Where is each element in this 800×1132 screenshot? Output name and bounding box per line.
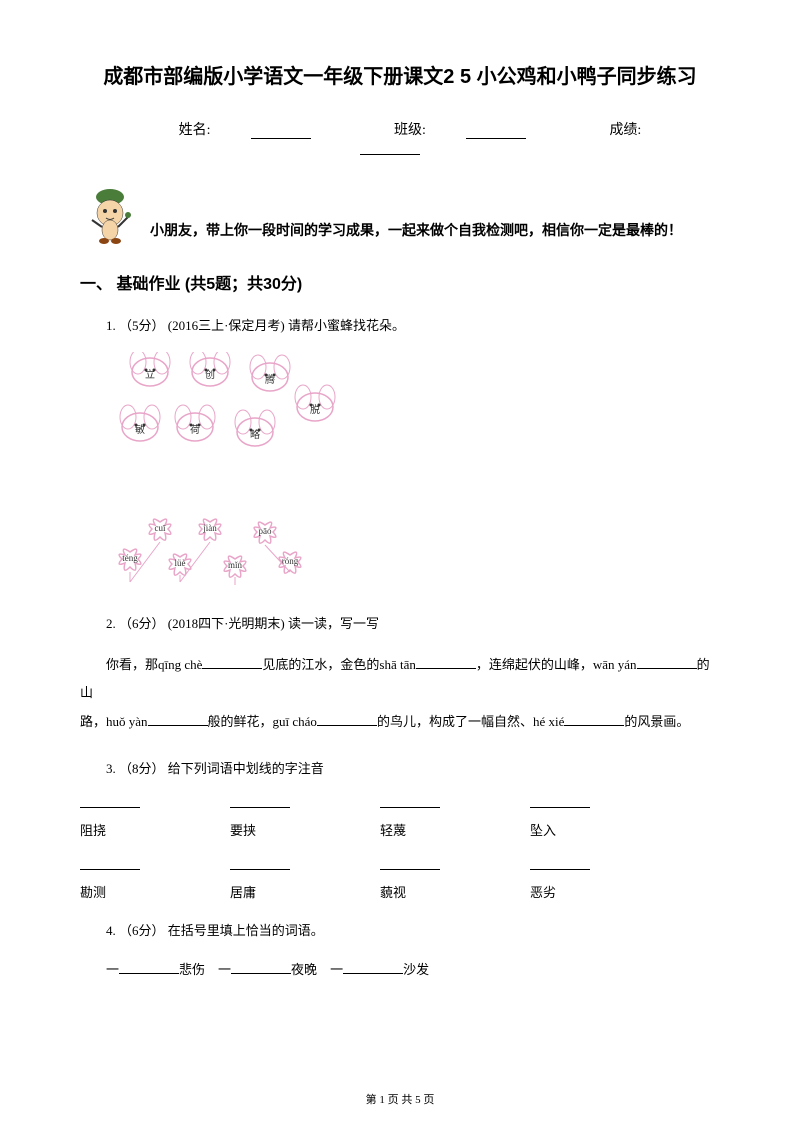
q3-blank-7[interactable]: [380, 857, 440, 870]
q3-word-7: 藐视: [380, 882, 530, 901]
q2-blank-6[interactable]: [564, 713, 624, 726]
q3-blank-6[interactable]: [230, 857, 290, 870]
q4-blank-1[interactable]: [119, 961, 179, 974]
section-1-title: 一、 基础作业 (共5题；共30分): [80, 270, 720, 294]
pinyin-table: 阻挠 要挟 轻蔑 坠入 勘测 居庸 藐视 恶劣: [80, 795, 720, 901]
encouragement-text: 小朋友，带上你一段时间的学习成果，一起来做个自我检测吧，相信你一定是最棒的！: [150, 220, 682, 245]
svg-text:脱: 脱: [310, 403, 320, 416]
q3-blank-8[interactable]: [530, 857, 590, 870]
svg-text:jiàn: jiàn: [202, 523, 217, 533]
svg-text:腾: 腾: [265, 373, 275, 386]
score-blank[interactable]: [360, 141, 420, 155]
question-2-body: 你看，那qīng chè见底的江水，金色的shā tān，连绵起伏的山峰，wān…: [80, 651, 720, 737]
worksheet-title: 成都市部编版小学语文一年级下册课文2 5 小公鸡和小鸭子同步练习: [80, 60, 720, 89]
question-3-prefix: 3. （8分） 给下列词语中划线的字注音: [80, 757, 720, 780]
q4-blank-3[interactable]: [343, 961, 403, 974]
q2-blank-1[interactable]: [202, 656, 262, 669]
svg-text:mǐn: mǐn: [228, 560, 243, 570]
q3-word-8: 恶劣: [530, 882, 680, 901]
q3-word-3: 轻蔑: [380, 820, 530, 839]
svg-text:立: 立: [145, 368, 155, 381]
svg-text:创: 创: [205, 368, 215, 381]
class-label: 班级:: [374, 123, 546, 138]
svg-text:pāo: pāo: [259, 526, 272, 536]
bees-image: 立 创 腾 脱 敏 荷 略: [110, 352, 720, 487]
q4-blank-2[interactable]: [231, 961, 291, 974]
q3-word-6: 居庸: [230, 882, 380, 901]
q2-blank-5[interactable]: [317, 713, 377, 726]
q3-word-5: 勘测: [80, 882, 230, 901]
flowers-image: cuī jiàn pāo téng lüè mǐn róng: [110, 507, 720, 592]
svg-text:lüè: lüè: [175, 558, 186, 568]
q3-word-1: 阻挠: [80, 820, 230, 839]
q3-word-2: 要挟: [230, 820, 380, 839]
name-label: 姓名:: [159, 123, 331, 138]
q3-blank-2[interactable]: [230, 795, 290, 808]
mascot-icon: [80, 185, 140, 245]
question-4-body: 一悲伤 一夜晚 一沙发: [80, 957, 720, 983]
q2-blank-3[interactable]: [637, 656, 697, 669]
question-1-text: 1. （5分） (2016三上·保定月考) 请帮小蜜蜂找花朵。: [80, 314, 720, 337]
mascot-row: 小朋友，带上你一段时间的学习成果，一起来做个自我检测吧，相信你一定是最棒的！: [80, 185, 720, 245]
q2-blank-4[interactable]: [148, 713, 208, 726]
svg-text:róng: róng: [282, 556, 299, 566]
q3-blank-5[interactable]: [80, 857, 140, 870]
q3-word-4: 坠入: [530, 820, 680, 839]
svg-text:cuī: cuī: [155, 523, 166, 533]
svg-text:téng: téng: [122, 553, 138, 563]
q3-blank-4[interactable]: [530, 795, 590, 808]
q2-blank-2[interactable]: [416, 656, 476, 669]
svg-text:荷: 荷: [190, 424, 200, 436]
page-footer: 第 1 页 共 5 页: [0, 1091, 800, 1107]
q3-blank-3[interactable]: [380, 795, 440, 808]
name-blank[interactable]: [251, 125, 311, 139]
svg-text:敏: 敏: [135, 423, 145, 436]
class-blank[interactable]: [466, 125, 526, 139]
q3-blank-1[interactable]: [80, 795, 140, 808]
question-4-prefix: 4. （6分） 在括号里填上恰当的词语。: [80, 919, 720, 942]
student-info-row: 姓名: 班级: 成绩:: [80, 119, 720, 155]
svg-text:略: 略: [250, 428, 260, 441]
question-2-prefix: 2. （6分） (2018四下·光明期末) 读一读，写一写: [80, 612, 720, 635]
